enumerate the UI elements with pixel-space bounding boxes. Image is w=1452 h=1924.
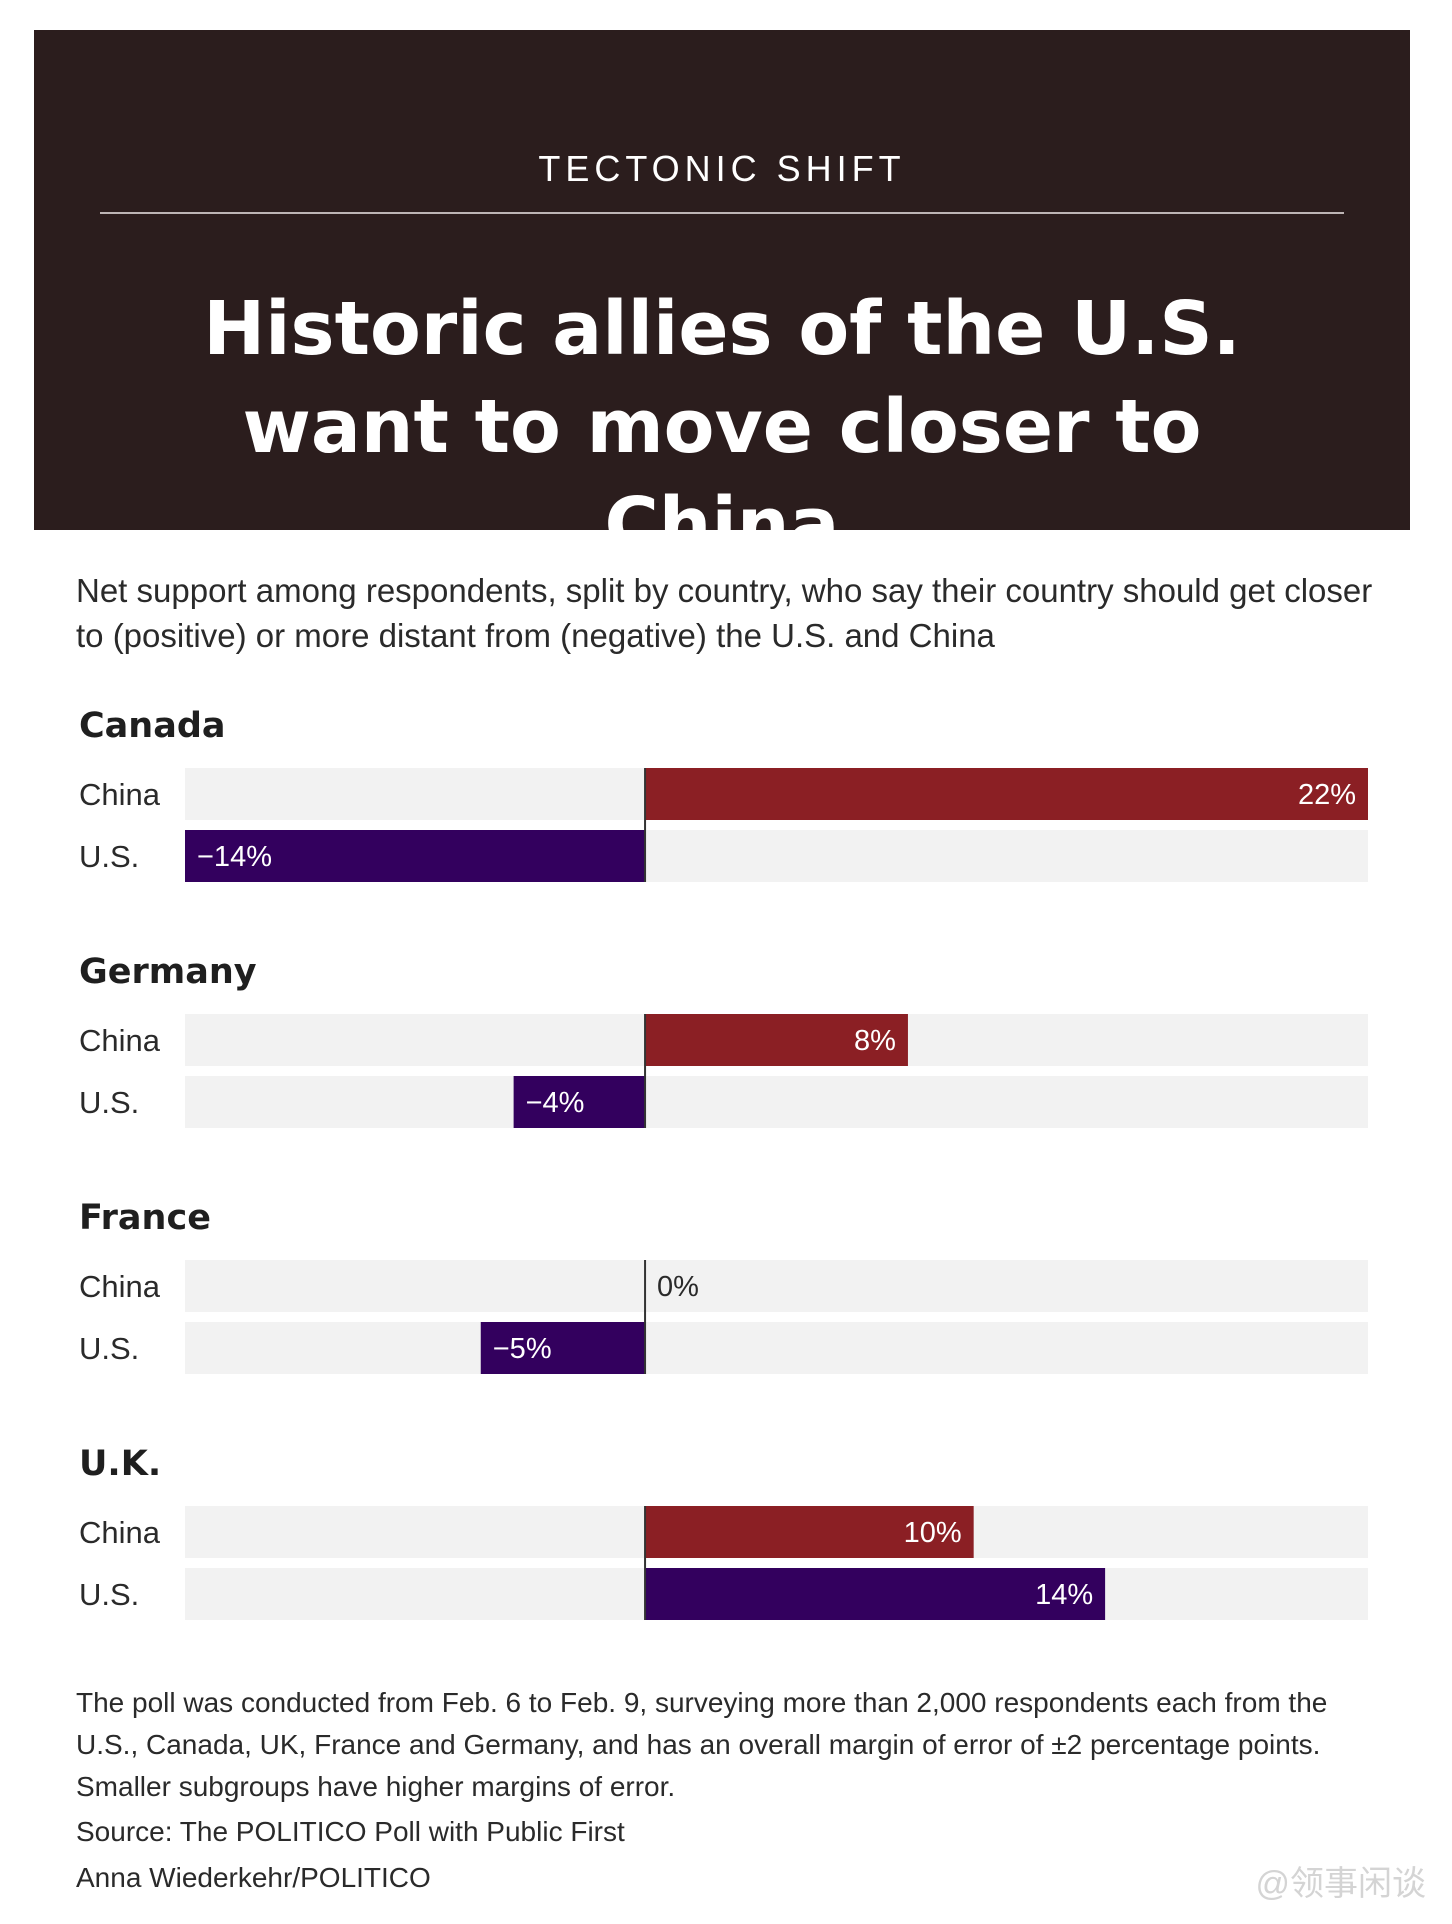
data-label: 10% bbox=[904, 1517, 962, 1549]
diverging-bar-chart: Canada China 22% U.S. −14% Germany China 8% U.S.… bbox=[79, 706, 1368, 1620]
data-label: −14% bbox=[197, 841, 272, 873]
data-label: −4% bbox=[526, 1087, 585, 1119]
data-label: 22% bbox=[1298, 779, 1356, 811]
watermark: @领事闲谈 bbox=[1255, 1865, 1426, 1903]
row-label: China bbox=[79, 1023, 161, 1058]
row-label: U.S. bbox=[79, 839, 139, 874]
data-label: 14% bbox=[1035, 1579, 1093, 1611]
row-label: U.S. bbox=[79, 1577, 139, 1612]
row-label: U.S. bbox=[79, 1331, 139, 1366]
data-label: −5% bbox=[493, 1333, 552, 1365]
bar bbox=[480, 1322, 646, 1374]
bar bbox=[645, 1506, 974, 1558]
row-label: China bbox=[79, 777, 161, 812]
kicker: TECTONIC SHIFT bbox=[538, 148, 906, 189]
credit-line: Anna Wiederkehr/POLITICO bbox=[76, 1862, 431, 1893]
group-label: France bbox=[79, 1198, 211, 1238]
group-label: Canada bbox=[79, 706, 226, 746]
row-label: China bbox=[79, 1269, 161, 1304]
bar bbox=[645, 1568, 1106, 1620]
bar bbox=[513, 1076, 646, 1128]
row-label: U.S. bbox=[79, 1085, 139, 1120]
data-label: 8% bbox=[854, 1025, 896, 1057]
methodology-note: The poll was conducted from Feb. 6 to Fe… bbox=[76, 1687, 1328, 1802]
group-label: U.K. bbox=[79, 1444, 161, 1484]
header-divider bbox=[100, 212, 1344, 214]
bar-track bbox=[185, 1076, 1368, 1128]
chart-title: Historic allies of the U.S. want to move… bbox=[203, 286, 1241, 568]
bar bbox=[185, 830, 646, 882]
row-label: China bbox=[79, 1515, 161, 1550]
bar-track bbox=[185, 1322, 1368, 1374]
bar-track bbox=[185, 1260, 1368, 1312]
header-banner: TECTONIC SHIFT Historic allies of the U.… bbox=[34, 30, 1410, 568]
source-line: Source: The POLITICO Poll with Public Fi… bbox=[76, 1816, 625, 1847]
bar bbox=[645, 768, 1368, 820]
bar bbox=[645, 1014, 908, 1066]
group-label: Germany bbox=[79, 952, 257, 992]
data-label: 0% bbox=[657, 1271, 699, 1303]
chart-subtitle: Net support among respondents, split by … bbox=[76, 572, 1373, 654]
